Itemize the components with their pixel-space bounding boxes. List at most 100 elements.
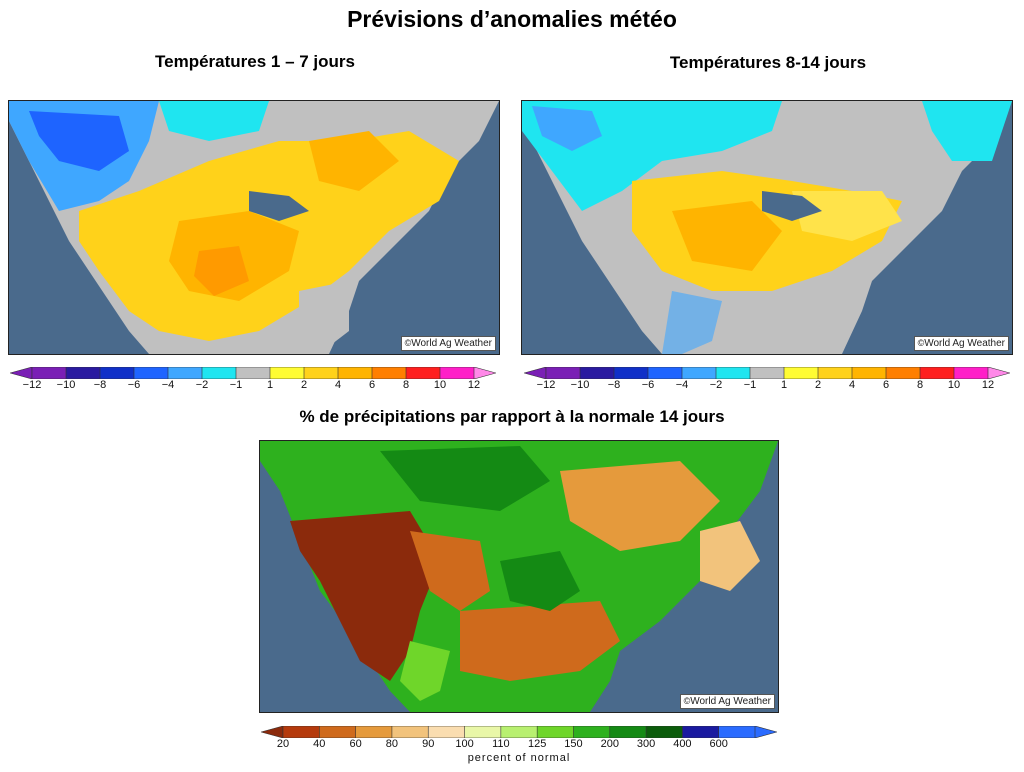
legend-swatch xyxy=(235,367,271,379)
precip-legend-unit: percent of normal xyxy=(467,752,571,764)
legend-swatch xyxy=(427,726,466,738)
legend-swatch xyxy=(613,367,649,379)
legend-swatch xyxy=(609,726,647,738)
precip-map-svg xyxy=(260,441,778,712)
precip-legend-tick-label: 300 xyxy=(636,738,656,750)
temp-8-14-legend-tick-label: −12 xyxy=(536,379,556,391)
temp-1-7-title: Températures 1 – 7 jours xyxy=(155,52,355,71)
legend-swatch xyxy=(545,367,581,379)
legend-swatch xyxy=(269,367,305,379)
temp-1-7-map: ©World Ag Weather xyxy=(8,100,500,355)
temp-8-14-legend-tick-label: 1 xyxy=(780,379,788,391)
temp-1-7-map-svg xyxy=(9,101,499,354)
precip-legend-labels: 20 40 60 80 90 100 110 125 150 200 300 400 600 xyxy=(261,738,777,752)
temp-1-7-legend-tick-label: 10 xyxy=(433,379,447,391)
legend-swatch xyxy=(500,726,538,738)
temp-8-14-legend-tick-label: −4 xyxy=(675,379,689,391)
legend-high-arrow xyxy=(473,367,496,379)
temp-8-14-legend-tick-label: −2 xyxy=(709,379,723,391)
precip-legend-bar xyxy=(261,726,777,738)
precip-legend-tick-label: 110 xyxy=(492,738,510,750)
legend-swatch xyxy=(405,367,441,379)
temp-8-14-legend-tick-label: −8 xyxy=(607,379,621,391)
legend-swatch xyxy=(167,367,203,379)
temp-1-7-legend-tick-label: 1 xyxy=(266,379,274,391)
precip-legend-tick-label: 125 xyxy=(527,738,547,750)
legend-high-arrow xyxy=(987,367,1010,379)
precip-map: ©World Ag Weather xyxy=(259,440,779,713)
legend-swatch xyxy=(718,726,756,738)
legend-swatch xyxy=(579,367,615,379)
legend-swatch xyxy=(31,367,67,379)
legend-swatch xyxy=(536,726,575,738)
legend-swatch xyxy=(573,726,611,738)
legend-swatch xyxy=(337,367,373,379)
temp-8-14-credit: ©World Ag Weather xyxy=(913,336,1009,351)
legend-swatch xyxy=(817,367,853,379)
temp-1-7-legend-bar xyxy=(10,367,496,379)
legend-swatch xyxy=(319,726,357,738)
legend-swatch xyxy=(682,726,720,738)
legend-swatch xyxy=(201,367,237,379)
temp-8-14-legend-tick-label: 8 xyxy=(916,379,924,391)
legend-swatch xyxy=(371,367,407,379)
temp-1-7-credit: ©World Ag Weather xyxy=(400,336,496,351)
legend-swatch xyxy=(715,367,751,379)
legend-swatch xyxy=(783,367,819,379)
temp-1-7-legend-tick-label: −12 xyxy=(22,379,42,391)
legend-swatch xyxy=(355,726,393,738)
precip-legend-tick-label: 80 xyxy=(385,738,399,750)
legend-swatch xyxy=(919,367,955,379)
temp-1-7-legend-tick-label: −2 xyxy=(195,379,209,391)
temp-8-14-legend-tick-label: 2 xyxy=(814,379,822,391)
precip-legend-tick-label: 150 xyxy=(564,738,583,750)
legend-swatch xyxy=(681,367,717,379)
temp-1-7-legend-tick-label: −10 xyxy=(56,379,76,391)
temp-1-7-legend-tick-label: −1 xyxy=(229,379,243,391)
precip-legend-tick-label: 400 xyxy=(673,738,692,750)
legend-swatch xyxy=(645,726,684,738)
precip-legend-svg xyxy=(261,726,777,738)
temp-1-7-legend-tick-label: −6 xyxy=(127,379,141,391)
page-title: Prévisions d’anomalies météo xyxy=(347,6,677,32)
temp-1-7-legend-tick-label: 2 xyxy=(300,379,308,391)
temp-8-14-legend-tick-label: −6 xyxy=(641,379,655,391)
precip-credit: ©World Ag Weather xyxy=(679,694,775,709)
legend-low-arrow xyxy=(10,367,33,379)
legend-swatch xyxy=(464,726,502,738)
legend-swatch xyxy=(133,367,169,379)
legend-high-arrow xyxy=(754,726,777,738)
temp-8-14-legend-tick-label: 12 xyxy=(981,379,995,391)
temp-8-14-legend-tick-label: −1 xyxy=(743,379,757,391)
precip-legend-tick-label: 40 xyxy=(313,738,326,750)
temp-8-14-legend-tick-label: 6 xyxy=(882,379,890,391)
legend-swatch xyxy=(749,367,785,379)
temp-8-14-legend-svg xyxy=(524,367,1010,379)
temp-8-14-legend-tick-label: −10 xyxy=(570,379,590,391)
temp-1-7-legend-tick-label: −4 xyxy=(161,379,175,391)
temp-1-7-legend-tick-label: 12 xyxy=(467,379,481,391)
legend-swatch xyxy=(439,367,475,379)
temp-8-14-map: ©World Ag Weather xyxy=(521,100,1013,355)
temp-1-7-legend-tick-label: −8 xyxy=(93,379,107,391)
legend-swatch xyxy=(885,367,921,379)
temp-8-14-map-svg xyxy=(522,101,1012,354)
legend-swatch xyxy=(851,367,887,379)
legend-swatch xyxy=(391,726,430,738)
legend-swatch xyxy=(65,367,101,379)
legend-low-arrow xyxy=(261,726,284,738)
temp-1-7-legend-tick-label: 8 xyxy=(402,379,410,391)
precip-legend-tick-label: 20 xyxy=(276,738,290,750)
temp-1-7-legend-tick-label: 6 xyxy=(368,379,376,391)
legend-swatch xyxy=(303,367,339,379)
precip-title: % de précipitations par rapport à la nor… xyxy=(299,407,725,426)
legend-swatch xyxy=(282,726,321,738)
precip-legend-tick-label: 200 xyxy=(600,738,619,750)
temp-8-14-legend-labels: −12 −10 −8 −6 −4 −2 −1 1 2 4 6 8 10 12 xyxy=(524,379,1010,393)
legend-swatch xyxy=(647,367,683,379)
temp-8-14-legend-bar xyxy=(524,367,1010,379)
precip-legend-tick-label: 90 xyxy=(422,738,435,750)
temp-8-14-legend-tick-label: 10 xyxy=(947,379,961,391)
precip-legend-tick-label: 100 xyxy=(455,738,474,750)
legend-swatch xyxy=(953,367,989,379)
